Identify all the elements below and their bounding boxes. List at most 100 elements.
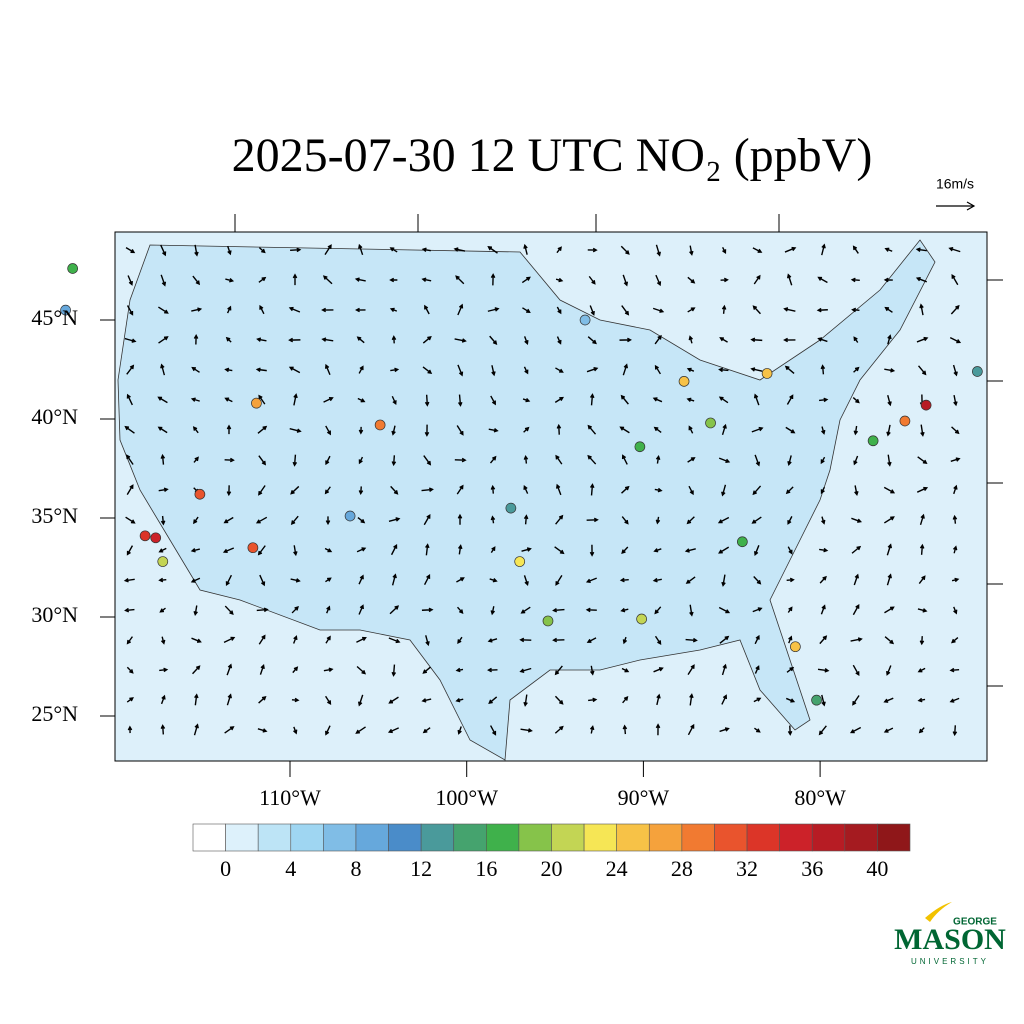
wind-arrow — [721, 663, 727, 676]
wind-arrow — [886, 424, 891, 437]
wind-arrow — [785, 697, 796, 703]
wind-arrow — [291, 697, 300, 703]
wind-arrow — [457, 394, 463, 407]
colorbar-box — [714, 823, 748, 852]
colorbar-label: 20 — [541, 856, 563, 881]
wind-arrow — [224, 457, 235, 463]
wind-arrow — [752, 485, 762, 496]
wind-arrow — [588, 275, 596, 285]
wind-arrow — [720, 277, 729, 283]
wind-arrow — [820, 486, 826, 495]
wind-arrow — [718, 546, 730, 554]
wind-arrow — [621, 546, 629, 555]
wind-arrow — [358, 365, 364, 374]
wind-arrow — [883, 277, 893, 283]
wind-arrow — [686, 516, 695, 525]
wind-arrow — [852, 664, 860, 677]
wind-arrow — [820, 456, 826, 465]
wind-arrow — [850, 637, 863, 642]
wind-arrow — [488, 696, 498, 704]
wind-arrow — [919, 543, 925, 555]
wind-arrow — [256, 607, 269, 613]
wind-arrow — [487, 667, 498, 673]
wind-arrow — [787, 546, 793, 555]
wind-arrow — [355, 307, 366, 313]
wind-arrow — [226, 693, 232, 706]
wind-arrow — [391, 335, 397, 344]
wind-arrow — [884, 636, 895, 645]
colorbar-box — [192, 823, 226, 852]
colorbar-box — [811, 823, 846, 852]
colorbar-box — [779, 823, 813, 852]
wind-arrow — [621, 305, 630, 316]
logo: GEORGE MASON UNIVERSITY — [894, 902, 1006, 966]
wind-arrow — [490, 606, 496, 616]
wind-arrow — [953, 606, 958, 615]
wind-arrow — [620, 394, 629, 405]
wind-arrow — [158, 306, 169, 314]
wind-arrow — [290, 247, 302, 253]
wind-arrow — [721, 304, 727, 314]
wind-arrow — [915, 277, 928, 283]
wind-arrow — [689, 604, 694, 617]
wind-arrow — [258, 634, 266, 645]
wind-arrow — [193, 605, 198, 616]
colorbar-box — [616, 823, 650, 852]
wind-arrow — [753, 576, 762, 585]
wind-arrow — [160, 694, 166, 705]
wind-arrow — [391, 573, 397, 586]
wind-arrow — [786, 577, 795, 583]
wind-arrow — [291, 606, 299, 614]
title: 2025-07-30 12 UTC NO₂ (ppbV) — [232, 129, 873, 182]
wind-arrow — [787, 606, 793, 613]
wind-arrow — [456, 606, 464, 614]
station — [636, 613, 647, 625]
wind-arrow — [523, 366, 529, 375]
wind-arrow — [787, 725, 793, 736]
station — [150, 532, 162, 544]
wind-arrow — [656, 693, 661, 706]
wind-arrow — [358, 426, 364, 435]
wind-arrow — [425, 543, 430, 556]
wind-arrow — [160, 724, 166, 735]
wind-arrow — [224, 726, 235, 734]
wind-arrow — [490, 515, 496, 524]
colorbar-box — [257, 823, 292, 852]
wind-arrow — [688, 485, 694, 496]
wind-arrow — [688, 335, 693, 344]
wind-arrow — [325, 516, 331, 526]
wind-arrow — [160, 453, 166, 465]
wind-arrow — [752, 305, 761, 315]
wind-arrow — [354, 277, 366, 282]
wind-arrow — [588, 697, 598, 703]
wind-arrow — [556, 423, 562, 435]
wind-arrow — [918, 727, 925, 734]
wind-arrow — [489, 578, 498, 583]
wind-arrow — [654, 334, 662, 345]
wind-arrow — [453, 247, 466, 252]
wind-arrow — [753, 393, 760, 406]
wind-arrow — [126, 364, 135, 375]
wind-arrow — [523, 694, 528, 707]
colorbar-label: 16 — [475, 856, 497, 881]
wind-arrow — [852, 245, 859, 254]
station — [705, 417, 716, 429]
wind-arrow — [293, 726, 298, 735]
wind-arrow — [788, 635, 793, 644]
wind-arrow — [721, 423, 727, 435]
wind-arrow — [751, 516, 762, 524]
wind-arrow — [919, 303, 924, 316]
wind-arrow — [652, 577, 662, 583]
wind-arrow — [225, 336, 232, 343]
wind-arrow — [191, 366, 200, 373]
wind-arrow — [821, 516, 826, 525]
wind-arrow — [655, 723, 661, 736]
wind-arrow — [555, 367, 564, 373]
frame-ticks — [234, 214, 1003, 687]
wind-arrow — [390, 367, 400, 373]
wind-arrow — [622, 636, 628, 645]
wind-arrow — [948, 246, 961, 253]
wind-arrow — [952, 545, 958, 554]
wind-arrow — [621, 667, 630, 673]
colorbar-box — [323, 823, 357, 852]
